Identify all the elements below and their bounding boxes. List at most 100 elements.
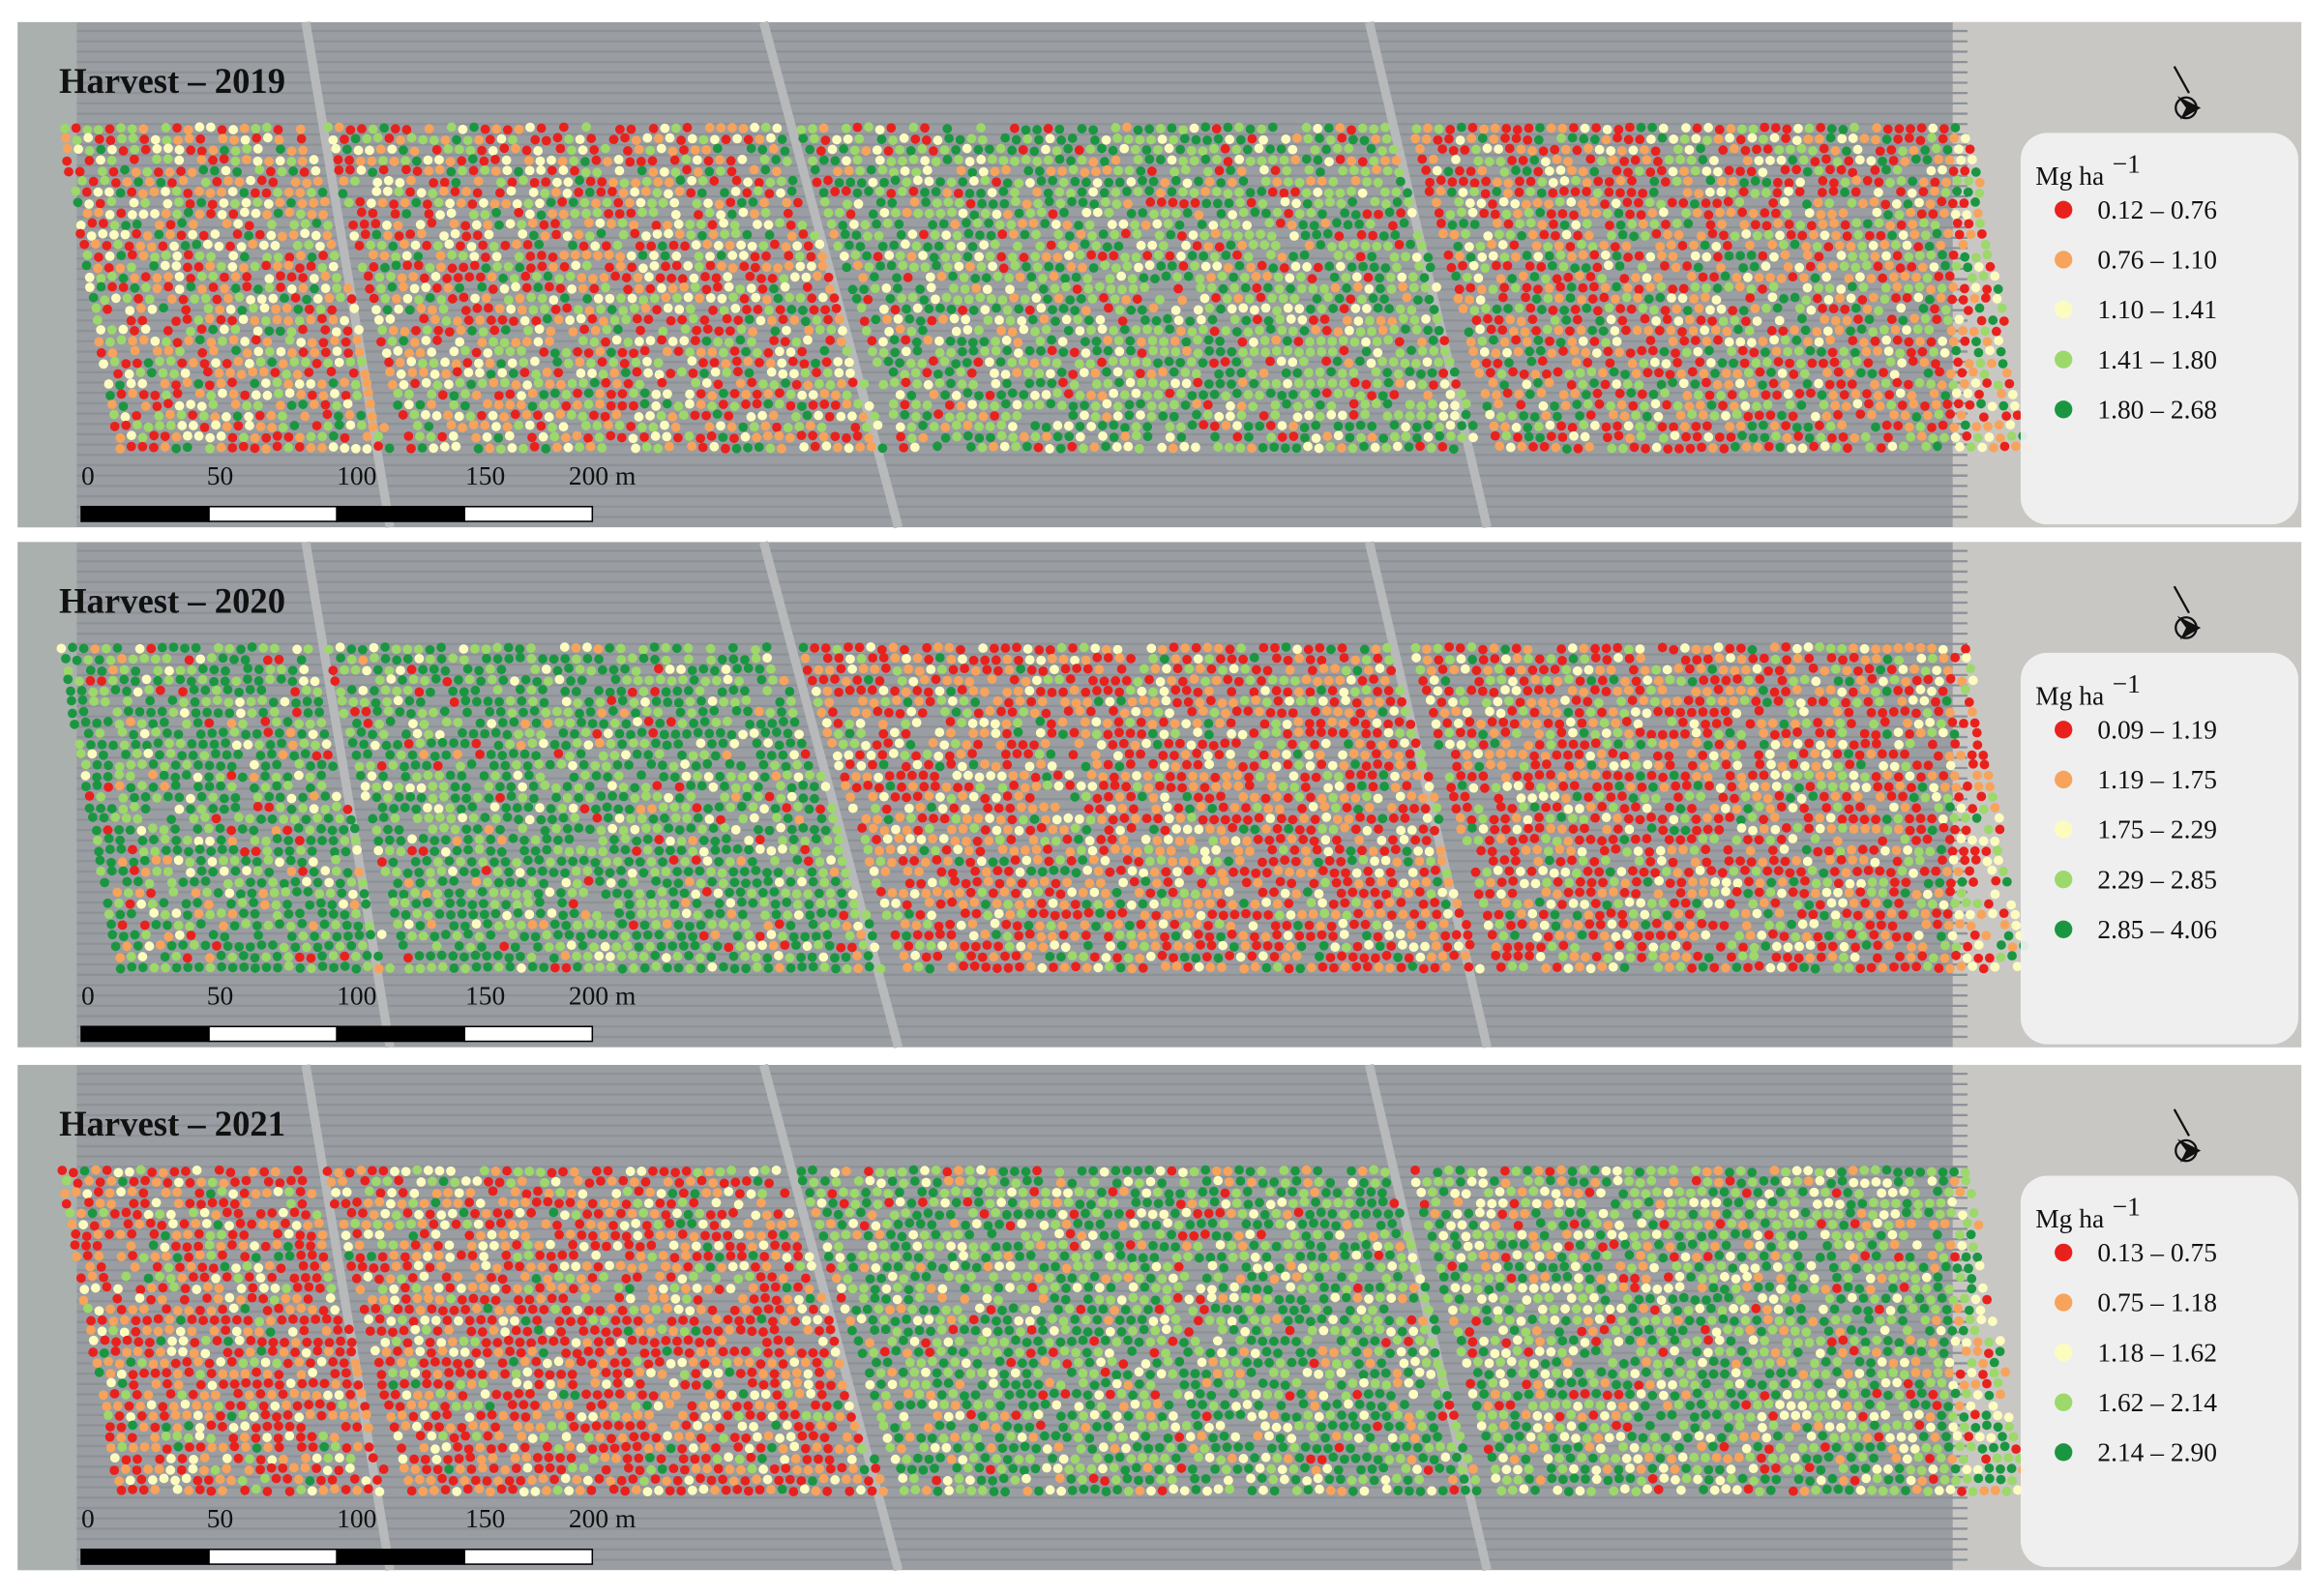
yield-point bbox=[128, 654, 138, 665]
yield-point bbox=[97, 676, 106, 686]
yield-point bbox=[1266, 432, 1277, 443]
yield-point bbox=[104, 210, 115, 220]
yield-point bbox=[1544, 165, 1554, 176]
yield-point bbox=[687, 133, 697, 144]
yield-point bbox=[1235, 443, 1246, 454]
yield-point bbox=[484, 229, 494, 240]
yield-point bbox=[272, 377, 282, 388]
yield-point bbox=[652, 188, 663, 198]
yield-point bbox=[701, 144, 712, 155]
yield-point bbox=[1411, 358, 1421, 369]
yield-point bbox=[334, 122, 344, 133]
yield-point bbox=[276, 271, 285, 281]
yield-point bbox=[864, 262, 874, 272]
yield-point bbox=[1909, 145, 1919, 156]
yield-point bbox=[81, 260, 92, 271]
yield-point bbox=[928, 220, 938, 230]
yield-point bbox=[1221, 391, 1231, 401]
yield-point bbox=[1106, 283, 1116, 294]
yield-point bbox=[1904, 133, 1914, 143]
yield-point bbox=[559, 250, 570, 260]
yield-point bbox=[1361, 346, 1372, 357]
yield-point bbox=[1678, 283, 1689, 294]
yield-point bbox=[1335, 123, 1346, 133]
yield-point bbox=[194, 122, 205, 133]
yield-point bbox=[1135, 134, 1145, 145]
yield-point bbox=[1868, 241, 1879, 251]
yield-point bbox=[923, 335, 933, 345]
yield-point bbox=[656, 143, 666, 154]
yield-point bbox=[710, 134, 720, 145]
yield-point bbox=[812, 368, 822, 377]
yield-point bbox=[1696, 315, 1706, 325]
yield-point bbox=[1942, 315, 1953, 326]
yield-point bbox=[349, 303, 360, 313]
yield-point bbox=[664, 441, 674, 452]
yield-point bbox=[1719, 444, 1730, 454]
yield-point bbox=[1771, 346, 1782, 357]
yield-point bbox=[1163, 219, 1173, 229]
road bbox=[759, 541, 903, 1049]
yield-point bbox=[320, 325, 331, 335]
yield-point bbox=[153, 665, 163, 676]
yield-point bbox=[1069, 242, 1079, 251]
yield-point bbox=[1513, 432, 1523, 443]
yield-point bbox=[125, 306, 135, 316]
yield-point bbox=[1253, 314, 1262, 325]
yield-point bbox=[210, 412, 221, 422]
yield-point bbox=[1295, 272, 1306, 282]
yield-point bbox=[87, 218, 98, 228]
yield-point bbox=[1328, 303, 1339, 313]
yield-point bbox=[1691, 133, 1701, 144]
yield-point bbox=[295, 124, 306, 134]
yield-point bbox=[265, 665, 276, 675]
yield-point bbox=[1531, 294, 1542, 304]
yield-point bbox=[276, 674, 286, 684]
yield-point bbox=[1412, 433, 1422, 443]
yield-point bbox=[1396, 208, 1406, 219]
yield-point bbox=[1071, 272, 1081, 282]
yield-point bbox=[990, 368, 999, 378]
yield-point bbox=[1173, 283, 1183, 294]
yield-point bbox=[250, 378, 260, 389]
yield-point bbox=[219, 154, 229, 164]
yield-point bbox=[437, 390, 448, 400]
yield-point bbox=[1201, 198, 1212, 209]
yield-point bbox=[381, 348, 392, 358]
yield-point bbox=[75, 220, 86, 230]
yield-point bbox=[1269, 442, 1280, 453]
yield-point bbox=[1447, 187, 1457, 197]
yield-point bbox=[1010, 123, 1020, 133]
yield-point bbox=[829, 229, 840, 239]
yield-point bbox=[363, 388, 373, 399]
yield-point bbox=[551, 442, 562, 453]
yield-point bbox=[842, 399, 852, 409]
yield-point bbox=[1962, 431, 1972, 441]
yield-point bbox=[1515, 176, 1524, 187]
yield-point bbox=[1056, 135, 1067, 145]
yield-point bbox=[1908, 356, 1918, 367]
yield-point bbox=[1914, 197, 1924, 208]
yield-point bbox=[1750, 176, 1761, 186]
yield-point bbox=[1100, 157, 1110, 166]
yield-point bbox=[823, 208, 834, 219]
yield-point bbox=[191, 708, 201, 718]
yield-point bbox=[313, 696, 324, 707]
yield-point bbox=[1732, 369, 1743, 379]
yield-point bbox=[1361, 337, 1371, 347]
yield-point bbox=[1612, 281, 1622, 292]
yield-point bbox=[1075, 326, 1085, 336]
yield-point bbox=[1375, 273, 1384, 283]
yield-point bbox=[290, 177, 301, 188]
yield-point bbox=[1433, 134, 1443, 145]
yield-point bbox=[1244, 294, 1255, 304]
yield-point bbox=[1411, 324, 1422, 335]
yield-point bbox=[1951, 345, 1962, 356]
yield-point bbox=[1911, 272, 1921, 282]
yield-point bbox=[1783, 389, 1793, 399]
yield-point bbox=[511, 281, 520, 292]
yield-point bbox=[277, 665, 286, 674]
yield-point bbox=[137, 432, 148, 443]
yield-point bbox=[1306, 304, 1316, 314]
yield-point bbox=[666, 369, 676, 379]
